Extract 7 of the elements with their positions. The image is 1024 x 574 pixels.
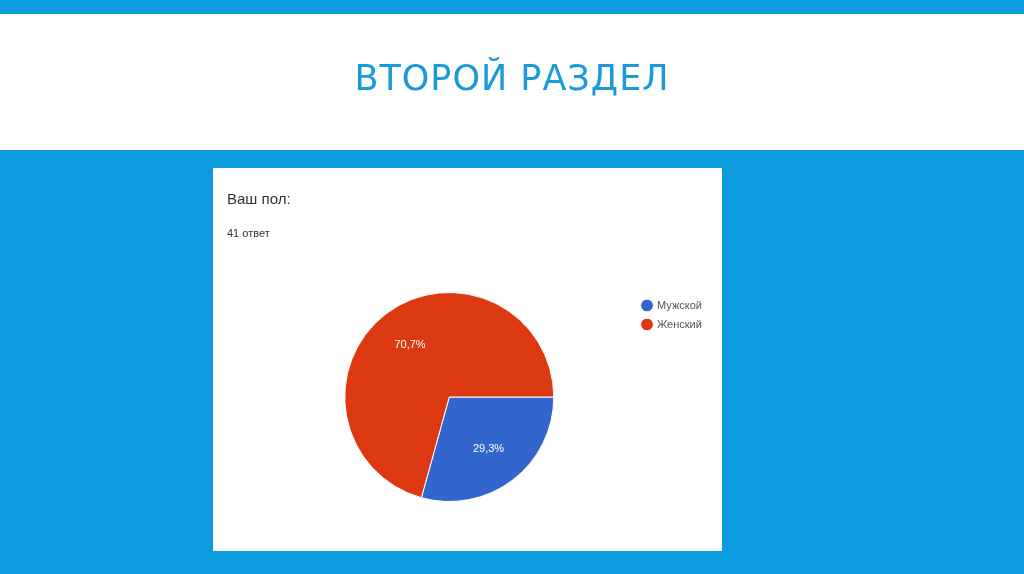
data-label: 29,3% [472, 441, 505, 454]
text: ВТОРОЙ РАЗДЕЛ [353, 56, 671, 100]
legend-label: Мужской [657, 298, 702, 311]
data-label: 70,7% [394, 338, 426, 351]
text: 41 ответ [227, 227, 270, 239]
legend-label: Женский [657, 317, 702, 330]
chart-title: Ваш пол: [227, 190, 291, 207]
